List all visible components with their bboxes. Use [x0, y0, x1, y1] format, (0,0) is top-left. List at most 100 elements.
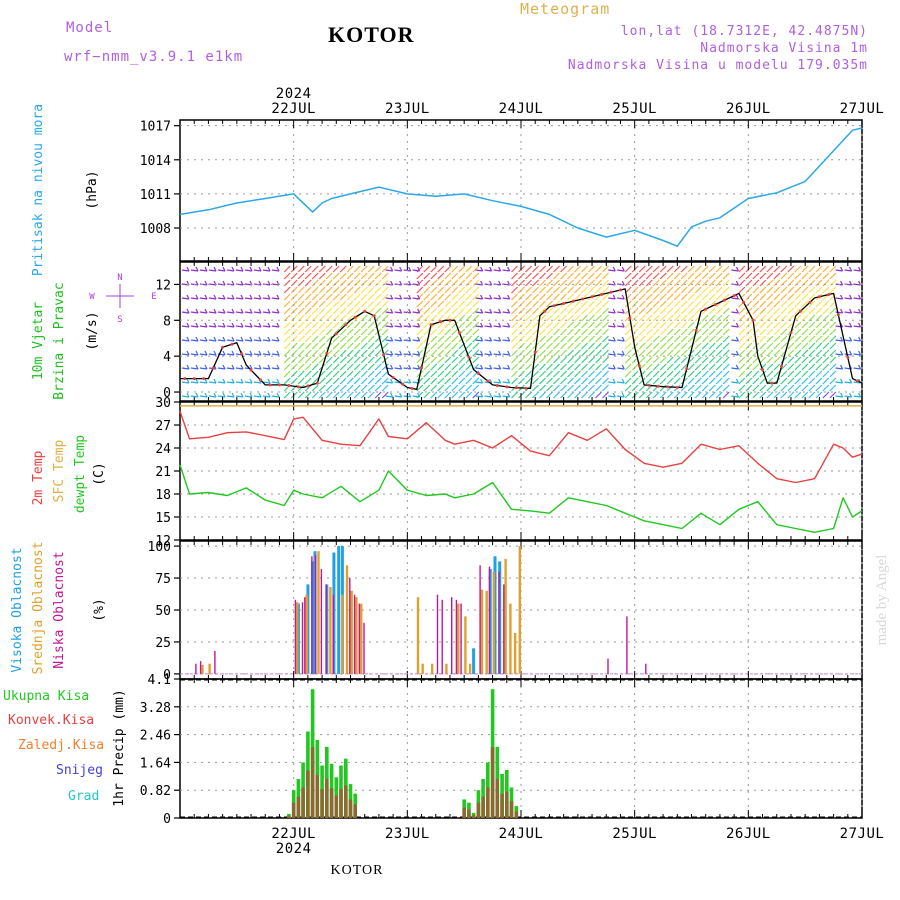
wind-barb: [787, 342, 795, 350]
wind-barb: [283, 300, 291, 308]
wind-barb: [511, 272, 518, 280]
wind-barb: [290, 272, 298, 280]
wind-barb: [472, 279, 480, 287]
wind-barb: [553, 335, 560, 343]
wind-barb: [472, 265, 480, 273]
wind-barb: [374, 265, 382, 273]
cloud-low-bar: [311, 556, 313, 674]
wind-barb: [325, 349, 333, 357]
wind-barb: [511, 279, 518, 287]
wind-barb: [181, 311, 190, 314]
wind-speed-marker: [647, 383, 651, 387]
wind-speed-marker: [609, 290, 613, 294]
wind-barb: [574, 321, 581, 329]
wind-barb: [546, 307, 553, 315]
wind-barb: [213, 308, 217, 314]
wind-barb: [249, 294, 253, 300]
wind-barb: [652, 272, 660, 280]
wind-barb: [574, 377, 581, 385]
wind-barb: [244, 395, 253, 398]
wind-barb: [722, 328, 730, 336]
wind-barb: [738, 272, 746, 280]
wind-barb: [608, 353, 616, 356]
wind-barb: [694, 363, 702, 371]
wind-barb: [217, 325, 226, 328]
wind-barb: [311, 370, 319, 378]
wind-barb: [417, 266, 421, 272]
wind-barb: [652, 356, 660, 364]
wind-barb: [715, 391, 723, 399]
wind-barb: [283, 349, 291, 357]
wind-barb: [381, 279, 389, 287]
wind-barb: [794, 279, 802, 287]
wind-barb: [283, 391, 291, 399]
wind-barb: [621, 308, 625, 314]
wind-barb: [787, 321, 795, 329]
wind-barb: [808, 279, 816, 287]
wind-barb: [297, 293, 305, 301]
wind-barb: [271, 311, 280, 314]
wind-barb: [444, 377, 452, 385]
wind-barb: [687, 370, 695, 378]
compass-west-label: W: [89, 292, 95, 302]
wind-barb: [199, 311, 208, 314]
wind-barb: [666, 307, 674, 315]
wind-barb: [244, 269, 253, 272]
wind-barb: [701, 349, 709, 357]
wind-barb: [367, 328, 375, 336]
wind-barb: [346, 293, 354, 301]
pressure-ylabel: Pritisak na nivou mora: [31, 104, 46, 276]
wind-barb: [595, 307, 602, 315]
wind-barb: [311, 384, 319, 392]
wind-barb: [602, 342, 609, 350]
wind-barb: [735, 294, 739, 300]
wind-barb: [290, 356, 298, 364]
cloud-mid-bar: [355, 597, 358, 674]
wind-barb: [226, 367, 235, 370]
wind-barb: [325, 391, 333, 399]
temperature-tick-label: 18: [155, 488, 171, 503]
wind-barb: [602, 307, 609, 315]
wind-barb: [353, 370, 361, 378]
wind-barb: [715, 265, 723, 273]
wind-barb: [311, 335, 319, 343]
wind-barb: [532, 384, 539, 392]
wind-barb: [560, 335, 567, 343]
wind-barb: [715, 328, 723, 336]
wind-barb: [652, 286, 660, 294]
wind-barb: [262, 269, 271, 272]
wind-barb: [304, 328, 312, 336]
wind-barb: [472, 384, 480, 392]
wind-barb: [346, 307, 354, 315]
wind-barb: [738, 265, 746, 273]
wind-barb: [430, 307, 438, 315]
wind-barb: [484, 339, 492, 342]
wind-barb: [190, 381, 199, 384]
wind-barb: [502, 395, 510, 398]
wind-barb: [318, 272, 326, 280]
wind-barb: [186, 322, 190, 328]
wind-barb: [840, 378, 844, 384]
wind-barb: [631, 384, 639, 392]
wind-barb: [493, 311, 501, 314]
wind-barb: [659, 328, 667, 336]
wind-barb: [235, 339, 244, 342]
wind-barb: [283, 342, 291, 350]
wind-barb: [539, 349, 546, 357]
wind-barb: [722, 370, 730, 378]
wind-barb: [346, 363, 354, 371]
wind-barb: [624, 265, 632, 273]
wind-barb: [708, 300, 716, 308]
wind-barb: [437, 370, 445, 378]
wind-barb: [525, 349, 532, 357]
wind-barb: [687, 279, 695, 287]
wind-barb: [722, 279, 730, 287]
wind-barb: [759, 377, 767, 385]
wind-barb: [465, 321, 473, 329]
wind-barb: [701, 391, 709, 399]
wind-barb: [231, 364, 235, 370]
wind-barb: [195, 280, 199, 286]
wind-barb: [444, 307, 452, 315]
wind-barb: [181, 395, 190, 398]
wind-barb: [595, 377, 602, 385]
